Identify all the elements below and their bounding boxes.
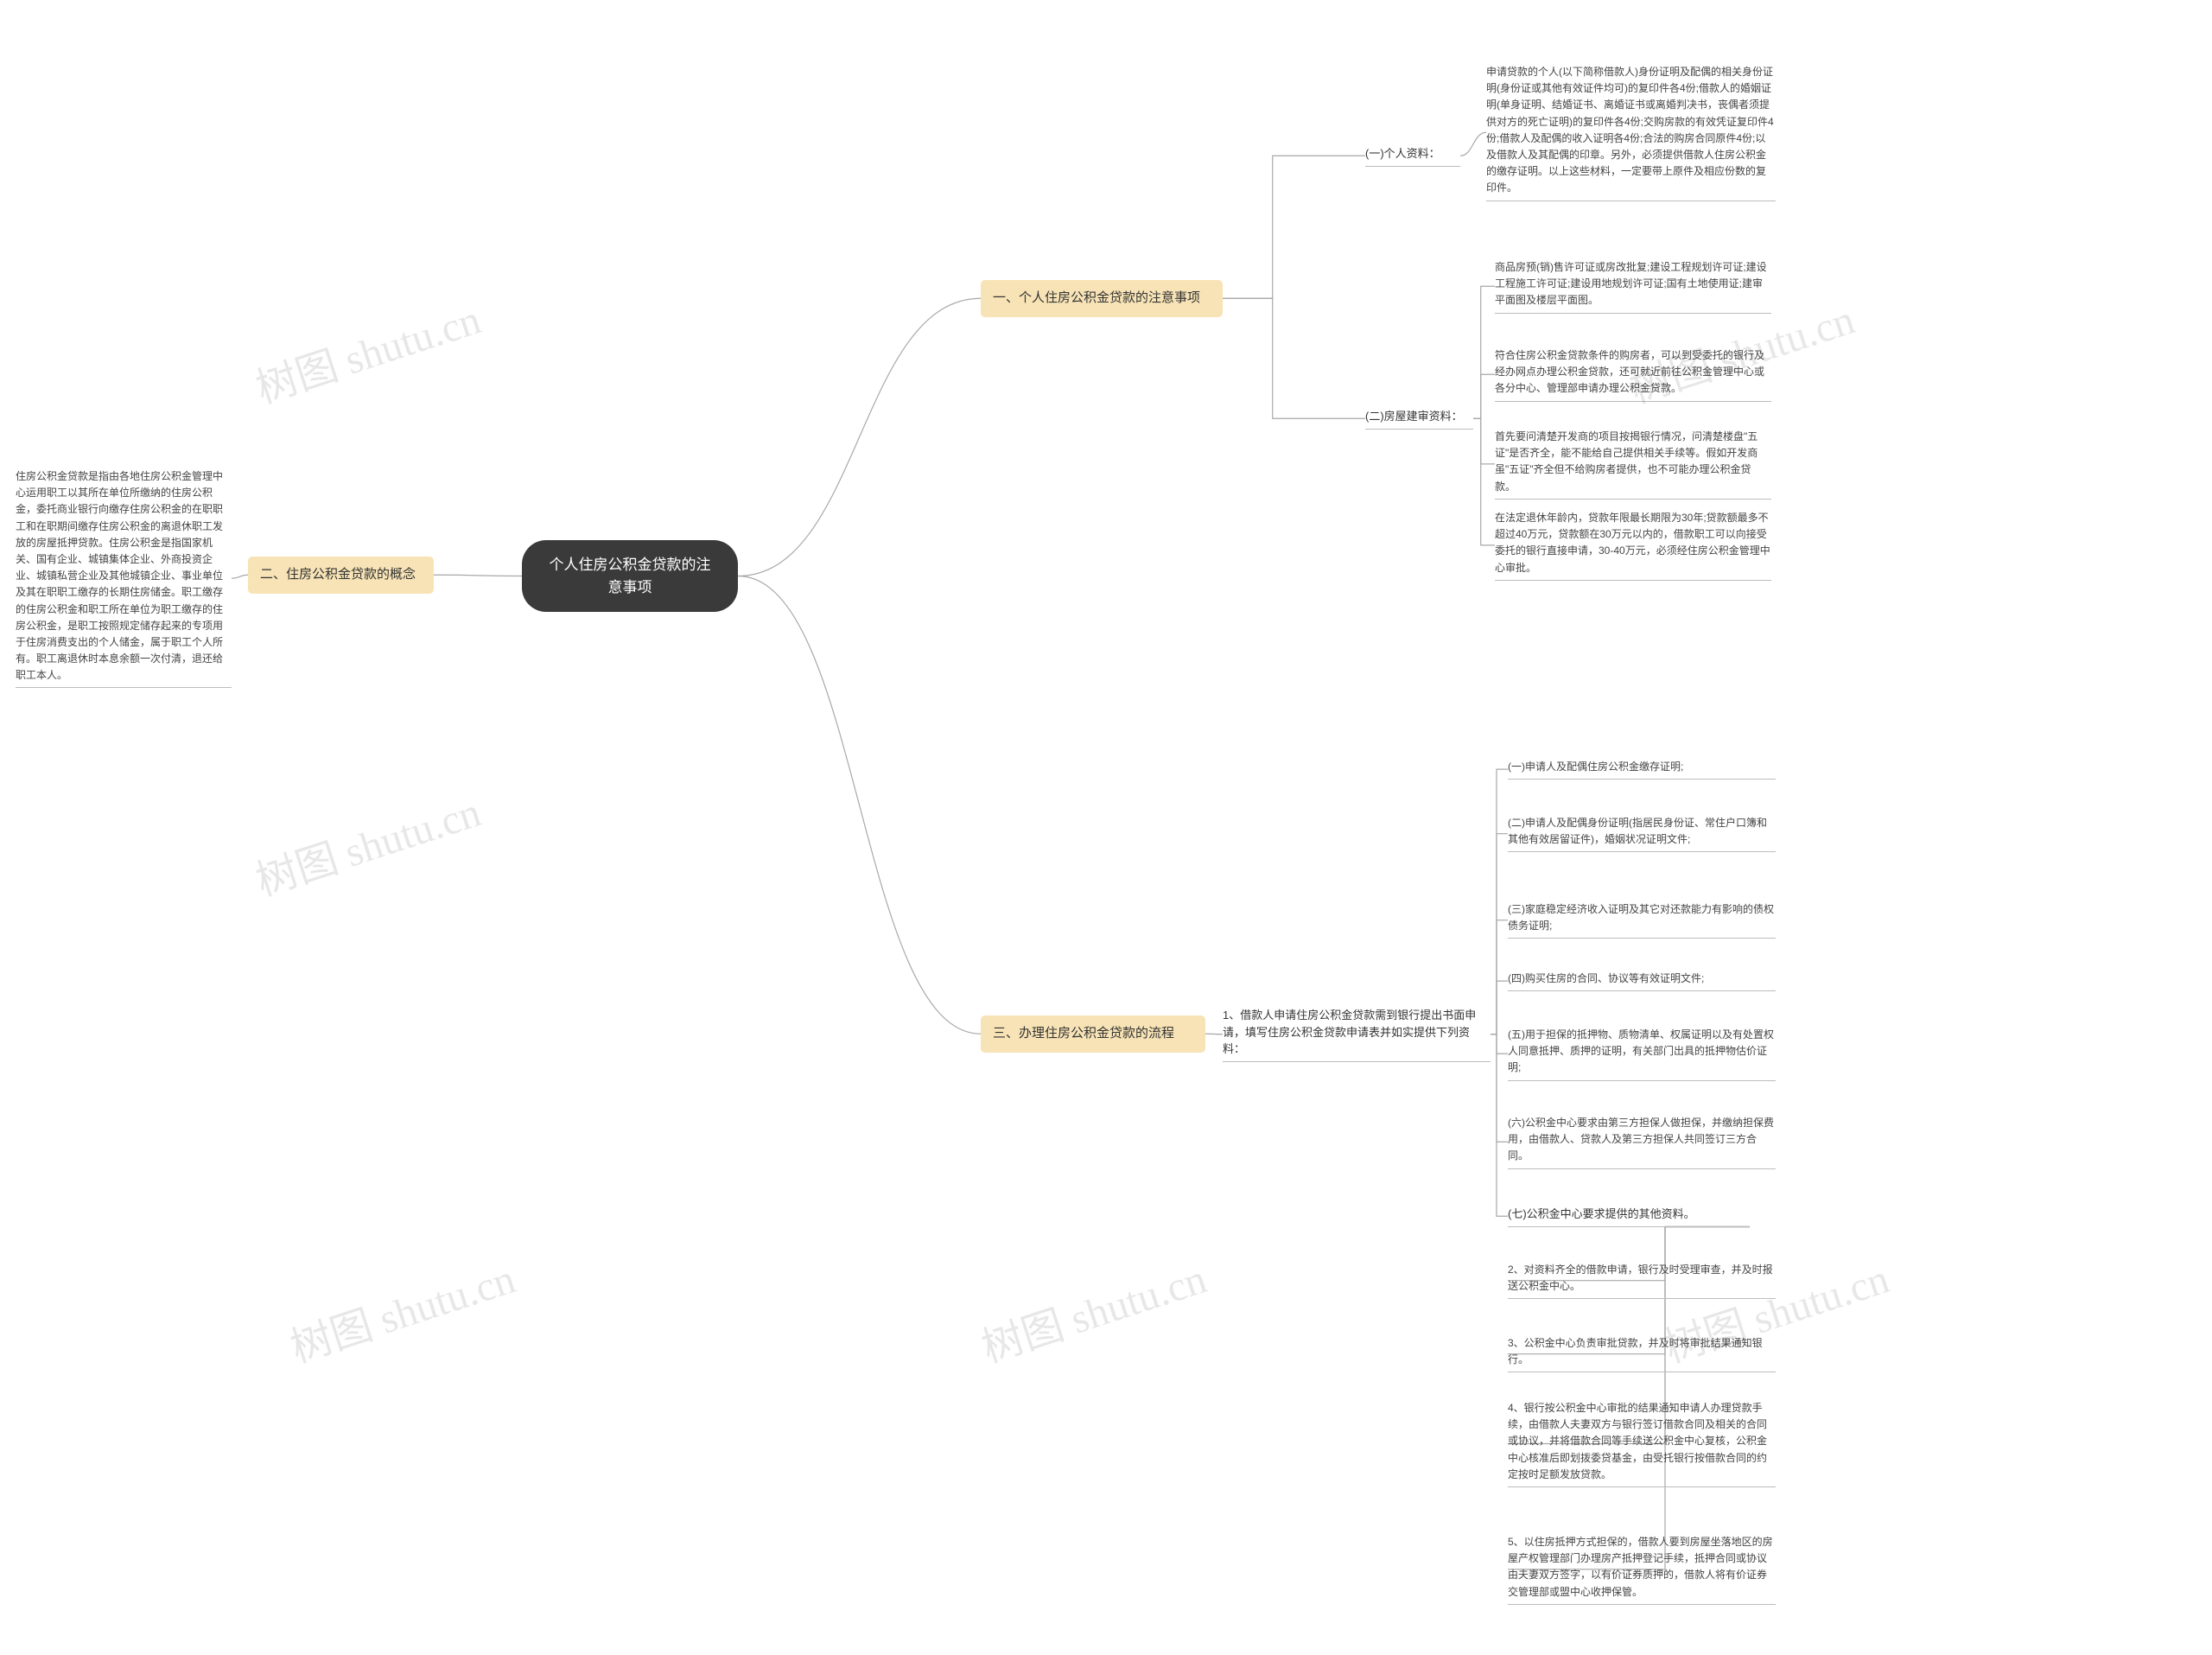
leaf-process-7-1: 2、对资料齐全的借款申请，银行及时受理审查，并及时报送公积金中心。 [1508,1262,1776,1299]
watermark: 树图 shutu.cn [247,778,487,907]
leaf-process-7-2: 3、公积金中心负责审批贷款，并及时将审批结果通知银行。 [1508,1335,1776,1372]
sub-process-seven[interactable]: (七)公积金中心要求提供的其他资料。 [1508,1206,1750,1227]
sub-process-step1[interactable]: 1、借款人申请住房公积金贷款需到银行提出书面申请，填写住房公积金贷款申请表并如实… [1223,1007,1491,1062]
leaf-personal-docs: 申请贷款的个人(以下简称借款人)身份证明及配偶的相关身份证明(身份证或其他有效证… [1486,64,1776,201]
leaf-process-2: (二)申请人及配偶身份证明(指居民身份证、常住户口簿和其他有效居留证件)，婚姻状… [1508,815,1776,852]
leaf-house-docs-2: 符合住房公积金贷款条件的购房者，可以到受委托的银行及经办网点办理公积金贷款，还可… [1495,347,1771,402]
leaf-house-docs-4: 在法定退休年龄内，贷款年限最长期限为30年;贷款额最多不超过40万元，贷款额在3… [1495,510,1771,581]
branch-process[interactable]: 三、办理住房公积金贷款的流程 [981,1015,1205,1053]
sub-personal-docs[interactable]: (一)个人资料： [1365,145,1460,167]
watermark: 树图 shutu.cn [973,1244,1213,1374]
watermark: 树图 shutu.cn [282,1244,522,1374]
mindmap-canvas: 个人住房公积金贷款的注意事项 二、住房公积金贷款的概念 住房公积金贷款是指由各地… [0,0,2212,1655]
leaf-process-7-4: 5、以住房抵押方式担保的，借款人要到房屋坐落地区的房屋产权管理部门办理房产抵押登… [1508,1534,1776,1605]
branch-concept[interactable]: 二、住房公积金贷款的概念 [248,557,434,594]
leaf-process-1: (一)申请人及配偶住房公积金缴存证明; [1508,759,1776,780]
sub-house-docs[interactable]: (二)房屋建审资料： [1365,408,1473,430]
watermark: 树图 shutu.cn [247,285,487,415]
leaf-house-docs-1: 商品房预(销)售许可证或房改批复;建设工程规划许可证;建设工程施工许可证;建设用… [1495,259,1771,314]
leaf-process-3: (三)家庭稳定经济收入证明及其它对还款能力有影响的债权债务证明; [1508,901,1776,939]
leaf-process-4: (四)购买住房的合同、协议等有效证明文件; [1508,971,1776,991]
leaf-process-6: (六)公积金中心要求由第三方担保人做担保，并缴纳担保费用，由借款人、贷款人及第三… [1508,1115,1776,1169]
leaf-process-5: (五)用于担保的抵押物、质物清单、权属证明以及有处置权人同意抵押、质押的证明，有… [1508,1027,1776,1081]
leaf-house-docs-3: 首先要问清楚开发商的项目按揭银行情况，问清楚楼盘"五证"是否齐全，能不能给自己提… [1495,429,1771,500]
leaf-concept-text: 住房公积金贷款是指由各地住房公积金管理中心运用职工以其所在单位所缴纳的住房公积金… [16,468,232,688]
root-node[interactable]: 个人住房公积金贷款的注意事项 [522,540,738,612]
connector-layer [0,0,2212,1655]
branch-attention[interactable]: 一、个人住房公积金贷款的注意事项 [981,280,1223,317]
leaf-process-7-3: 4、银行按公积金中心审批的结果通知申请人办理贷款手续，由借款人夫妻双方与银行签订… [1508,1400,1776,1487]
